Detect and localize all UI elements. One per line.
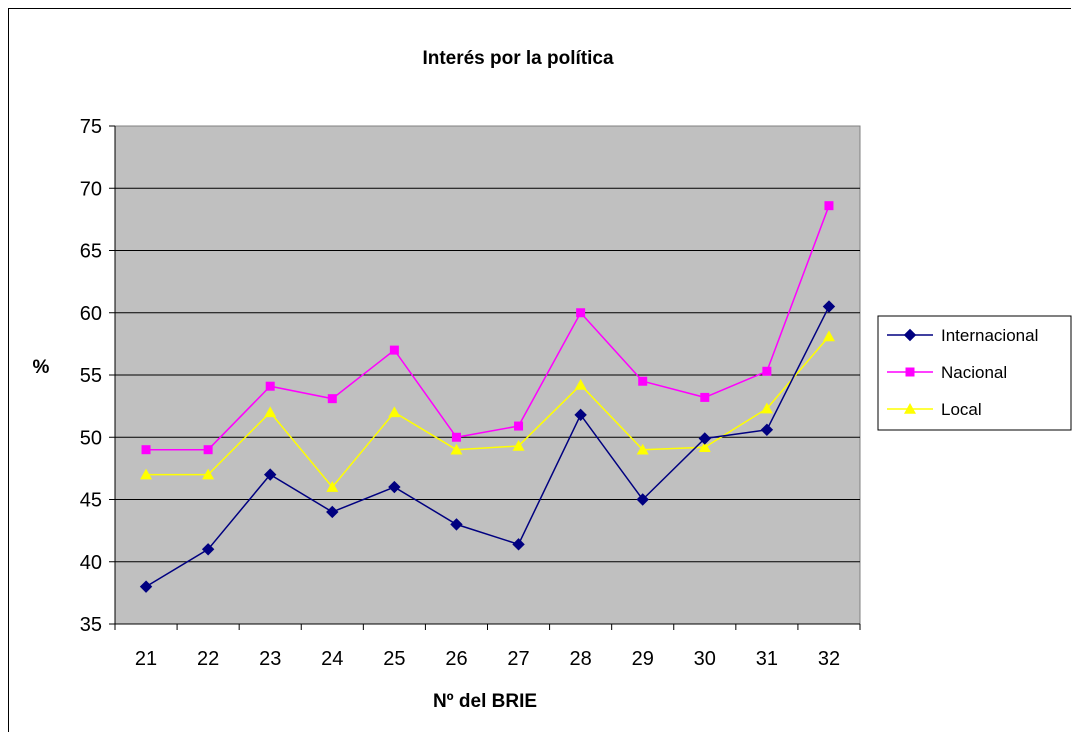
y-tick-label: 45: [80, 490, 102, 512]
data-point-local: [698, 441, 711, 453]
data-point-internacional: [636, 493, 649, 506]
y-tick-label: 75: [80, 116, 102, 138]
legend-label: Internacional: [941, 326, 1038, 345]
data-point-nacional: [824, 201, 834, 211]
x-tick-label: 28: [570, 648, 592, 670]
series-line-local: [146, 335, 830, 489]
x-tick-label: 26: [445, 648, 467, 670]
legend-marker: [905, 367, 915, 377]
y-tick-label: 40: [80, 552, 102, 574]
data-point-nacional: [141, 445, 151, 455]
data-point-local: [388, 406, 401, 418]
series-line-internacional: [145, 306, 830, 588]
data-point-nacional: [576, 308, 586, 318]
data-point-internacional: [388, 480, 401, 494]
data-point-internacional: [201, 543, 215, 556]
data-point-local: [326, 481, 339, 492]
data-point-local: [822, 330, 835, 342]
series-line-nacional: [146, 205, 830, 451]
data-point-nacional: [265, 381, 275, 391]
data-point-nacional: [203, 445, 213, 455]
x-tick-label: 24: [321, 648, 343, 670]
data-point-internacional: [698, 432, 711, 445]
data-point-local: [450, 443, 463, 455]
y-axis-title: %: [33, 357, 50, 378]
x-tick-label: 23: [259, 648, 281, 670]
x-tick-label: 30: [694, 648, 716, 670]
data-point-internacional: [760, 423, 774, 436]
x-tick-label: 21: [135, 648, 157, 670]
data-point-nacional: [451, 432, 461, 442]
data-point-local: [264, 406, 277, 418]
data-point-internacional: [822, 300, 836, 313]
data-point-local: [636, 443, 649, 455]
y-tick-label: 70: [80, 178, 102, 200]
chart-frame: [8, 8, 1071, 732]
x-tick-label: 31: [756, 648, 778, 670]
y-tick-label: 65: [80, 241, 102, 263]
y-tick-label: 50: [80, 427, 102, 449]
data-point-nacional: [638, 376, 648, 386]
data-point-nacional: [327, 394, 337, 404]
data-point-internacional: [139, 580, 153, 593]
y-tick-label: 55: [80, 365, 102, 387]
x-axis-title: Nº del BRIE: [433, 691, 537, 712]
data-point-local: [574, 378, 587, 390]
data-point-internacional: [512, 538, 525, 551]
legend-label: Nacional: [941, 363, 1007, 382]
legend-marker: [903, 328, 917, 342]
data-point-local: [140, 468, 153, 480]
x-tick-label: 27: [507, 648, 529, 670]
data-point-local: [202, 468, 215, 480]
legend: Internacional Nacional Local: [877, 315, 1072, 431]
data-point-nacional: [389, 345, 399, 355]
chart-title: Interés por la política: [422, 48, 614, 69]
data-point-nacional: [700, 392, 710, 402]
legend-marker: [904, 403, 916, 414]
data-point-internacional: [264, 468, 277, 481]
x-tick-label: 32: [818, 648, 840, 670]
x-tick-label: 22: [197, 648, 219, 670]
data-point-nacional: [762, 366, 772, 376]
data-point-local: [512, 439, 525, 451]
legend-label: Local: [941, 400, 982, 419]
data-point-local: [760, 402, 773, 414]
data-point-internacional: [326, 505, 339, 519]
x-tick-label: 29: [632, 648, 654, 670]
x-tick-label: 25: [383, 648, 405, 670]
data-point-internacional: [574, 408, 587, 422]
y-tick-label: 60: [80, 303, 102, 325]
y-tick-label: 35: [80, 614, 102, 636]
data-point-internacional: [450, 518, 463, 531]
data-point-nacional: [514, 421, 524, 431]
